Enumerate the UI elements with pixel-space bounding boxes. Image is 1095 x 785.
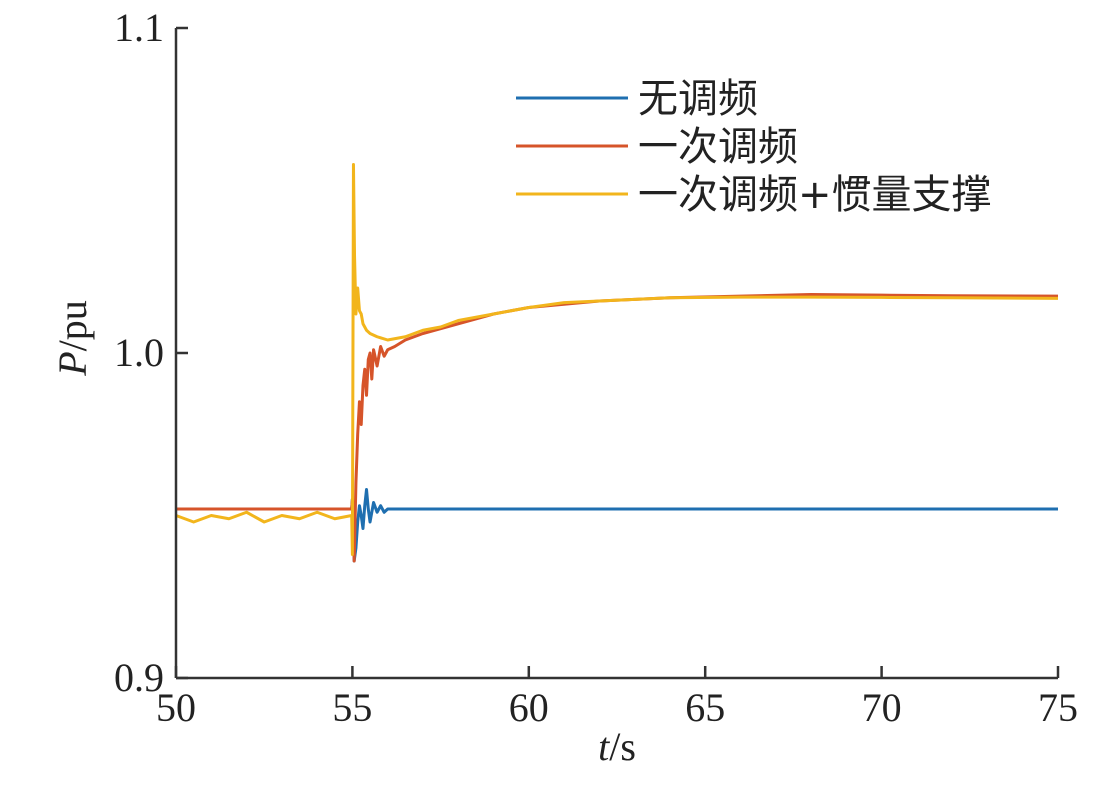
legend-label-2: 一次调频 xyxy=(638,124,798,170)
x-axis-label: t/s xyxy=(598,724,636,769)
legend-label-3: 一次调频+惯量支撑 xyxy=(638,172,992,218)
x-tick-label: 55 xyxy=(332,685,372,730)
series-line-1 xyxy=(176,488,1058,563)
series-line-3 xyxy=(175,163,1059,556)
legend-label-1: 无调频 xyxy=(638,76,758,122)
y-axis-label: P/pu xyxy=(50,300,95,377)
series-line-2 xyxy=(176,293,1059,563)
tick-layer: 50 55 60 65 70 75 0.9 1.0 1.1 xyxy=(114,5,1078,730)
x-tick-label: 60 xyxy=(509,685,549,730)
x-tick-label: 65 xyxy=(685,685,725,730)
x-tick-label: 75 xyxy=(1038,685,1078,730)
series-layer xyxy=(175,163,1059,563)
x-tick-label: 50 xyxy=(156,685,196,730)
x-tick-label: 70 xyxy=(862,685,902,730)
axes-layer xyxy=(174,28,1058,680)
y-tick-label: 1.0 xyxy=(114,330,164,375)
y-tick-label: 0.9 xyxy=(114,655,164,700)
y-tick-label: 1.1 xyxy=(114,5,164,50)
